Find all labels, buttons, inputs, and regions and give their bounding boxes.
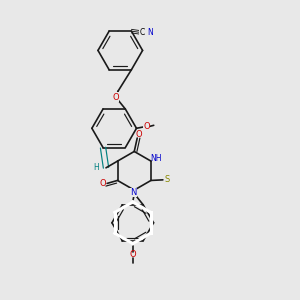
Text: O: O	[143, 122, 150, 131]
Text: C: C	[140, 28, 145, 37]
Text: O: O	[135, 130, 142, 139]
Text: NH: NH	[151, 154, 162, 163]
Text: N: N	[147, 28, 153, 37]
Text: O: O	[129, 250, 136, 260]
Text: S: S	[164, 175, 170, 184]
Text: N: N	[130, 188, 136, 197]
Text: O: O	[112, 93, 119, 102]
Text: O: O	[99, 179, 106, 188]
Text: H: H	[94, 163, 99, 172]
